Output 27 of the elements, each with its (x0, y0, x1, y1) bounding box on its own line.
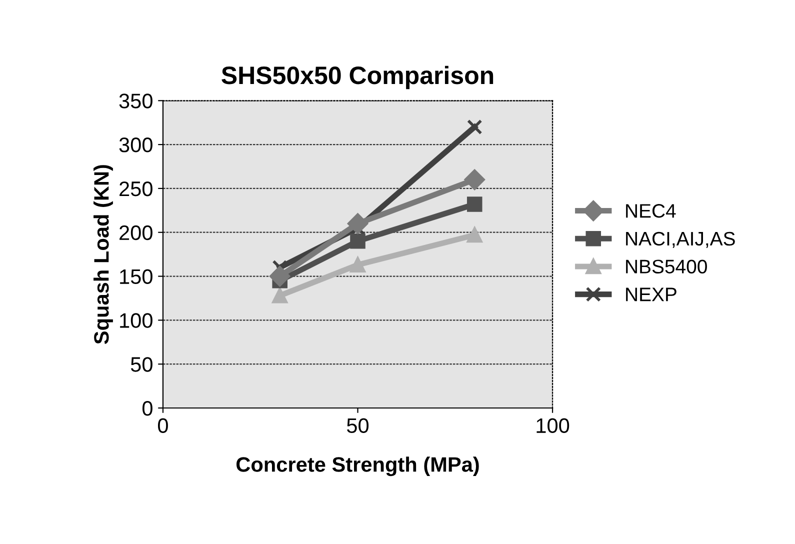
y-tick-label: 150 (120, 269, 152, 284)
point (348, 213, 368, 234)
x-tick-label: 0 (158, 418, 168, 434)
y-tick-label: 300 (119, 138, 152, 152)
point (272, 288, 288, 304)
point (466, 227, 482, 243)
point (466, 119, 482, 135)
y-tick-label: 100 (120, 313, 152, 328)
legend-label: NACI,AIJ,AS (626, 232, 735, 248)
legend-label: NEC4 (626, 204, 676, 218)
legend-label: NBS5400 (626, 260, 707, 274)
y-tick-label: 50 (130, 357, 152, 372)
x-tick-label: 50 (347, 418, 369, 434)
point (270, 266, 290, 286)
x-tick-label: 100 (536, 418, 570, 434)
point (466, 196, 482, 212)
y-tick-label: 350 (119, 94, 152, 108)
y-tick-label: 200 (120, 225, 152, 240)
point (350, 234, 366, 249)
y-tick-label: 0 (142, 401, 152, 416)
chart-title: SHS50x50 Comparison (222, 66, 494, 90)
legend-label: NEXP (626, 288, 676, 302)
x-axis-title: Concrete Strength (MPa) (236, 456, 479, 476)
y-tick-label: 250 (120, 181, 152, 196)
point (464, 169, 485, 190)
y-axis-title: Squash Load (KN) (94, 165, 113, 344)
point (350, 257, 366, 272)
